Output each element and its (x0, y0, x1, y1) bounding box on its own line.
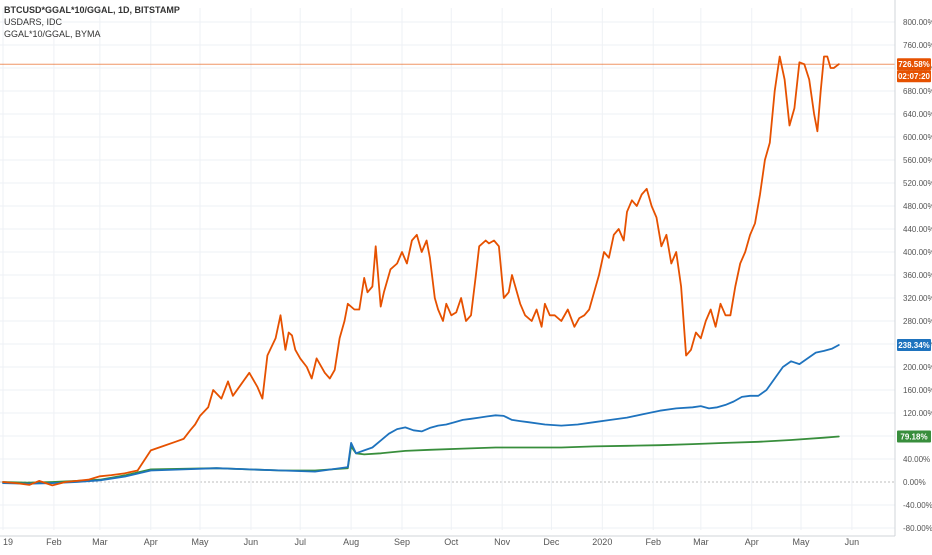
x-tick-label: Feb (645, 537, 661, 547)
usdars-value-badge[interactable]: 238.34% (897, 338, 931, 351)
ggal-series-line[interactable] (2, 435, 840, 484)
legend-ggal-series[interactable]: GGAL*10/GGAL, BYMA (4, 29, 101, 39)
x-tick-label: May (792, 537, 810, 547)
y-tick-label: 200.00% (903, 363, 932, 372)
x-tick-label: Nov (494, 537, 511, 547)
y-tick-label: 640.00% (903, 110, 932, 119)
y-tick-label: 680.00% (903, 87, 932, 96)
x-tick-label: 2020 (592, 537, 612, 547)
btcusd-ggal-series-line[interactable] (2, 55, 840, 487)
y-tick-label: 40.00% (903, 455, 930, 464)
y-tick-label: -40.00% (903, 501, 932, 510)
y-tick-label: 120.00% (903, 409, 932, 418)
x-tick-label: Jun (244, 537, 259, 547)
usdars-value-badge-bg (897, 338, 931, 351)
y-tick-label: 560.00% (903, 156, 932, 165)
x-tick-label: Aug (343, 537, 359, 547)
badge-layer: 726.58% 02:07:20 238.34% 79.18% (897, 58, 931, 443)
usdars-series-line[interactable] (2, 344, 840, 485)
btc-value-badge-text: 726.58% (898, 60, 930, 69)
y-tick-label: 520.00% (903, 179, 932, 188)
ggal-value-badge-text: 79.18% (900, 432, 927, 441)
y-tick-label: 600.00% (903, 133, 932, 142)
x-tick-label: May (192, 537, 210, 547)
x-tick-label: Apr (144, 537, 158, 547)
btc-value-badge-bg (897, 58, 931, 71)
x-tick-label: Sep (394, 537, 410, 547)
y-tick-label: 400.00% (903, 248, 932, 257)
y-tick-label: 480.00% (903, 202, 932, 211)
ggal-value-badge[interactable]: 79.18% (897, 430, 931, 443)
legend-usdars-series[interactable]: USDARS, IDC (4, 17, 63, 27)
series-layer (0, 55, 895, 487)
y-tick-label: 280.00% (903, 317, 932, 326)
grid-layer (0, 8, 895, 530)
y-tick-label: 360.00% (903, 271, 932, 280)
x-tick-label: Oct (444, 537, 459, 547)
x-tick-label: Jul (294, 537, 306, 547)
y-tick-label: 760.00% (903, 41, 932, 50)
x-tick-label: Apr (745, 537, 759, 547)
y-tick-label: -80.00% (903, 524, 932, 533)
btc-value-badge[interactable]: 726.58% (897, 58, 931, 71)
y-tick-label: 0.00% (903, 478, 926, 487)
usdars-value-badge-text: 238.34% (898, 341, 930, 350)
y-tick-label: 800.00% (903, 18, 932, 27)
x-tick-label: Mar (92, 537, 108, 547)
y-tick-label: 440.00% (903, 225, 932, 234)
legend-main-series[interactable]: BTCUSD*GGAL*10/GGAL, 1D, BITSTAMP (4, 5, 180, 15)
x-tick-label: Mar (693, 537, 709, 547)
btc-time-badge[interactable]: 02:07:20 (897, 70, 931, 83)
chart-legend: BTCUSD*GGAL*10/GGAL, 1D, BITSTAMP USDARS… (4, 4, 180, 40)
x-tick-label: Feb (46, 537, 62, 547)
x-tick-label: Jun (845, 537, 860, 547)
y-tick-label: 320.00% (903, 294, 932, 303)
btc-time-badge-bg (897, 70, 931, 83)
x-tick-label: 19 (3, 537, 13, 547)
y-tick-label: 160.00% (903, 386, 932, 395)
ggal-value-badge-bg (897, 430, 931, 443)
x-tick-label: Dec (543, 537, 560, 547)
btc-time-badge-text: 02:07:20 (898, 72, 931, 81)
